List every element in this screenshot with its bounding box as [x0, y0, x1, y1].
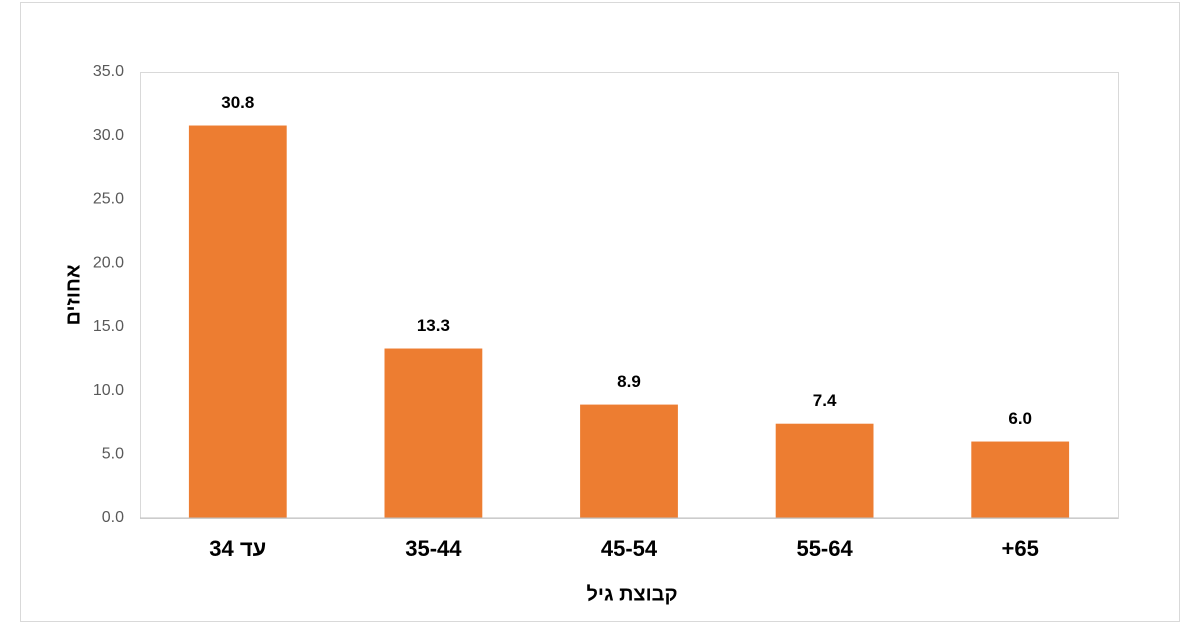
value-label: 30.8 — [221, 93, 254, 112]
y-tick-label: 20.0 — [93, 254, 124, 271]
value-label: 13.3 — [417, 316, 450, 335]
bar — [580, 404, 678, 518]
y-tick-label: 25.0 — [93, 191, 124, 208]
bar — [188, 125, 287, 519]
x-tick-label: 35-44 — [405, 536, 462, 561]
bar — [775, 423, 874, 518]
bar — [384, 348, 483, 518]
x-tick-label: 55-64 — [796, 536, 853, 561]
y-tick-label: 5.0 — [102, 446, 124, 463]
x-tick-label: 45-54 — [601, 536, 658, 561]
x-tick-label: +65 — [1002, 536, 1039, 561]
value-label: 8.9 — [617, 372, 641, 391]
y-tick-label: 30.0 — [93, 127, 124, 144]
y-tick-label: 35.0 — [93, 63, 124, 80]
bar — [971, 441, 1070, 518]
x-tick-label: עד 34 — [209, 536, 266, 561]
y-axis-title: אחוזים — [62, 264, 84, 325]
y-tick-label: 10.0 — [93, 382, 124, 399]
value-label: 7.4 — [813, 391, 837, 410]
y-tick-label: 0.0 — [102, 509, 124, 526]
value-label: 6.0 — [1008, 409, 1032, 428]
x-axis-title: קבוצת גיל — [586, 583, 677, 605]
y-tick-label: 15.0 — [93, 318, 124, 335]
